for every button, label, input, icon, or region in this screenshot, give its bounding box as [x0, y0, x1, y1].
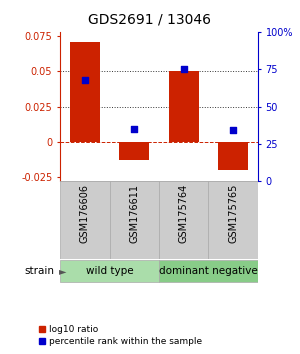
Text: dominant negative: dominant negative — [159, 266, 258, 276]
Bar — [208, 181, 258, 259]
Legend: log10 ratio, percentile rank within the sample: log10 ratio, percentile rank within the … — [34, 321, 206, 349]
Text: GSM175764: GSM175764 — [179, 184, 189, 243]
Text: ►: ► — [58, 266, 66, 276]
Bar — [169, 71, 199, 142]
Bar — [60, 260, 159, 282]
Point — [132, 126, 137, 132]
Point — [231, 128, 236, 133]
Bar — [110, 181, 159, 259]
Text: strain: strain — [24, 266, 54, 276]
Text: wild type: wild type — [86, 266, 133, 276]
Text: GDS2691 / 13046: GDS2691 / 13046 — [88, 12, 212, 27]
Bar — [119, 142, 149, 160]
Bar — [218, 142, 248, 170]
Point — [82, 77, 87, 82]
Point — [181, 67, 186, 72]
Bar — [70, 42, 100, 142]
Bar — [159, 260, 258, 282]
Text: GSM175765: GSM175765 — [228, 184, 238, 243]
Text: GSM176606: GSM176606 — [80, 184, 90, 242]
Bar — [60, 181, 110, 259]
Bar — [159, 181, 208, 259]
Text: GSM176611: GSM176611 — [129, 184, 139, 242]
